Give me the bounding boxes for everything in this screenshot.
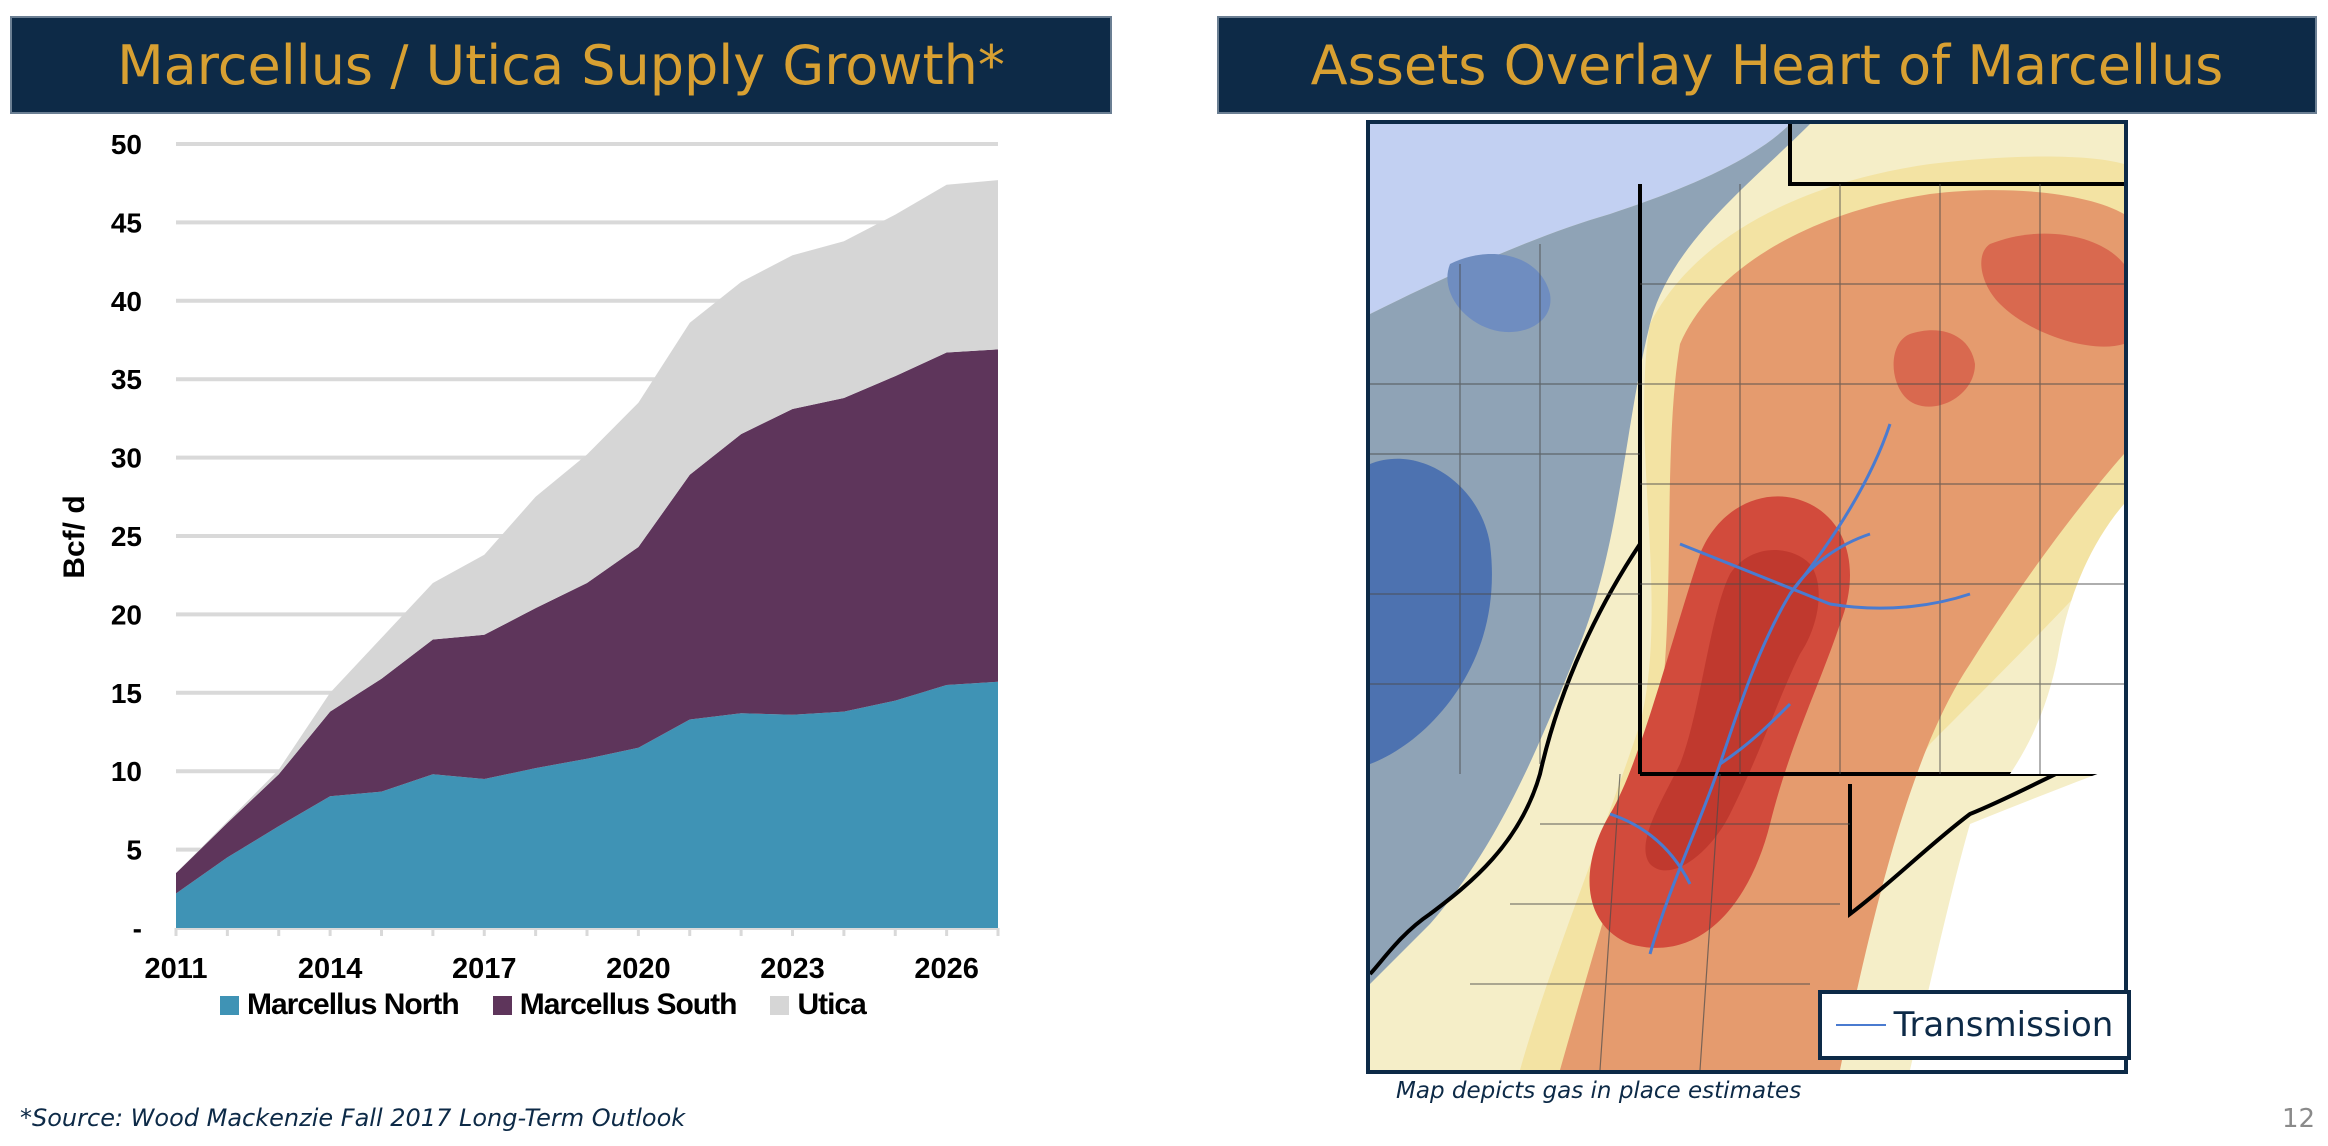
legend-item-marcellus-north: Marcellus North — [220, 988, 460, 1022]
x-tick-label: 2023 — [760, 953, 825, 985]
page-number: 12 — [2282, 1104, 2316, 1134]
transmission-line-swatch — [1835, 1024, 1886, 1026]
x-tick-label: 2017 — [452, 953, 517, 985]
y-tick-label: 15 — [111, 678, 142, 709]
source-note: *Source: Wood Mackenzie Fall 2017 Long-T… — [20, 1104, 686, 1132]
x-tick-label: 2011 — [145, 953, 208, 985]
chart-legend: Marcellus North Marcellus South Utica — [220, 988, 900, 1022]
area-series-marcellus-north — [176, 681, 998, 928]
legend-label-marcellus-south: Marcellus South — [519, 988, 738, 1021]
y-tick-label: 5 — [126, 835, 142, 866]
y-tick-label: 20 — [111, 599, 142, 630]
legend-item-marcellus-south: Marcellus South — [492, 988, 738, 1022]
gas-in-place-map-image — [1370, 124, 2124, 1070]
area-series-utica — [176, 180, 998, 874]
y-tick-label: - — [133, 913, 142, 944]
y-tick-label: 30 — [111, 443, 142, 474]
x-tick-label: 2026 — [914, 953, 979, 985]
x-axis-ticks: 2011 2014 2017 2020 2023 2026 — [145, 928, 1000, 985]
legend-swatch-marcellus-south — [492, 995, 512, 1015]
x-tick-label: 2020 — [606, 953, 671, 985]
area-series — [176, 180, 998, 928]
legend-label-marcellus-north: Marcellus North — [247, 988, 460, 1021]
y-tick-label: 45 — [111, 207, 142, 238]
y-axis-label: Bcf/ d — [58, 495, 91, 578]
map-legend-label: Transmission — [1893, 1005, 2114, 1045]
map-caption: Map depicts gas in place estimates — [1396, 1078, 1802, 1104]
y-tick-label: 10 — [111, 756, 142, 787]
y-tick-label: 40 — [111, 286, 142, 317]
area-series-marcellus-south — [176, 349, 998, 894]
marcellus-map — [1366, 120, 2128, 1074]
y-tick-label: 35 — [111, 364, 142, 395]
y-tick-label: 50 — [111, 129, 142, 160]
supply-growth-chart: - 5 10 15 20 25 30 35 40 45 50 2011 2014 2017 2020 202… — [58, 129, 1000, 985]
legend-swatch-marcellus-north — [220, 995, 239, 1015]
right-banner-title: Assets Overlay Heart of Marcellus — [1217, 16, 2317, 114]
map-legend: Transmission — [1818, 990, 2131, 1060]
legend-label-utica: Utica — [797, 988, 866, 1021]
y-tick-label: 25 — [111, 521, 142, 552]
left-banner-title: Marcellus / Utica Supply Growth* — [10, 16, 1112, 114]
y-axis-ticks: - 5 10 15 20 25 30 35 40 45 50 — [111, 129, 142, 944]
legend-item-utica: Utica — [770, 988, 867, 1022]
legend-swatch-utica — [770, 995, 790, 1015]
x-tick-label: 2014 — [298, 953, 363, 985]
